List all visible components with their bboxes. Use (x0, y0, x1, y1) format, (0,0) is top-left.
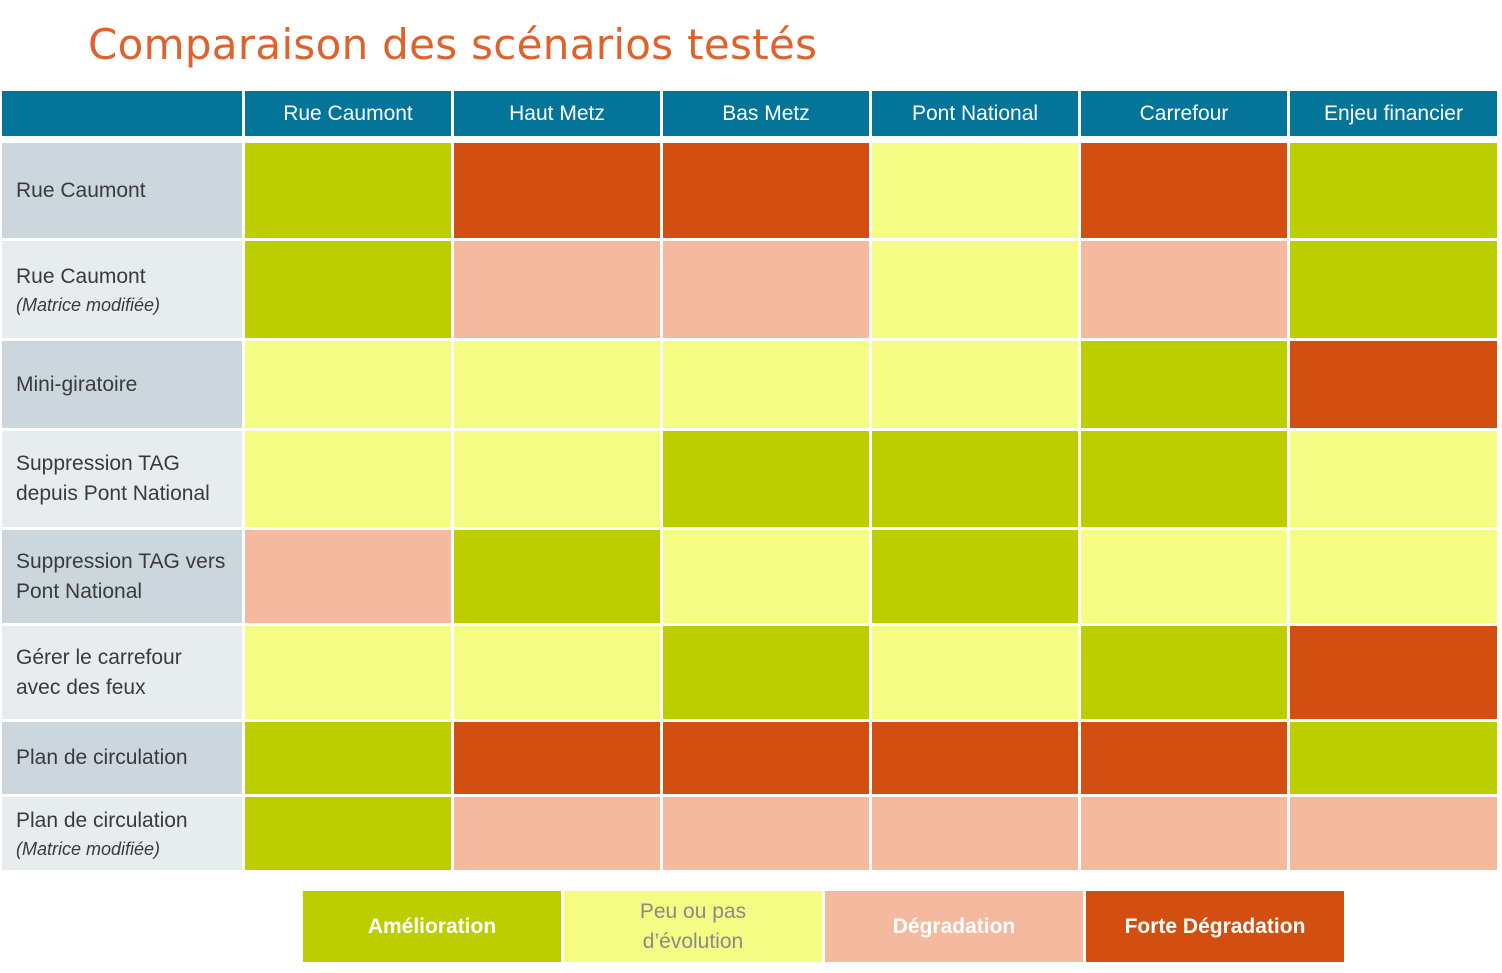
rating-cell-amelioration (872, 530, 1078, 623)
rating-cell-amelioration (872, 431, 1078, 527)
row-label: Rue Caumont (16, 178, 146, 202)
rating-cell-amelioration (1081, 626, 1287, 719)
legend-label: Amélioration (367, 914, 497, 938)
rating-cell-forte (454, 143, 660, 238)
legend-item-peu: Peu ou pas d’évolution (564, 891, 822, 962)
rating-cell-degradation (1081, 241, 1287, 338)
legend-label: Dégradation (892, 914, 1016, 938)
rating-cell-forte (663, 143, 869, 238)
row-label: Plan de circulation (16, 808, 188, 832)
rating-cell-amelioration (1081, 341, 1287, 428)
row-label: Mini-giratoire (16, 372, 138, 396)
row-label: Suppression TAG depuis Pont National (16, 452, 210, 505)
rating-cell-peu (872, 626, 1078, 719)
row-label-cell: Suppression TAG depuis Pont National (2, 431, 242, 527)
column-header: Carrefour (1081, 91, 1287, 136)
row-label-cell: Plan de circulation (2, 722, 242, 794)
rating-cell-peu (454, 341, 660, 428)
page-title: Comparaison des scénarios testés (88, 20, 818, 69)
legend-item-amelioration: Amélioration (303, 891, 561, 962)
row-label: Rue Caumont (16, 264, 146, 288)
rating-cell-peu (872, 143, 1078, 238)
column-header-label: Haut Metz (509, 101, 605, 125)
rating-cell-amelioration (1290, 241, 1497, 338)
legend-label: Peu ou pas d’évolution (639, 899, 747, 953)
rating-cell-degradation (1081, 797, 1287, 870)
rating-cell-amelioration (245, 241, 451, 338)
rating-cell-amelioration (663, 431, 869, 527)
rating-cell-degradation (454, 241, 660, 338)
legend-item-degradation: Dégradation (825, 891, 1083, 962)
rating-cell-forte (872, 722, 1078, 794)
rating-cell-amelioration (245, 143, 451, 238)
rating-cell-amelioration (245, 797, 451, 870)
rating-cell-peu (454, 431, 660, 527)
column-header: Pont National (872, 91, 1078, 136)
rating-cell-peu (1290, 530, 1497, 623)
rating-cell-degradation (663, 797, 869, 870)
row-sublabel: (Matrice modifiée) (16, 294, 161, 315)
legend-item-forte: Forte Dégradation (1086, 891, 1344, 962)
column-header: Bas Metz (663, 91, 869, 136)
rating-cell-degradation (872, 797, 1078, 870)
rating-cell-peu (245, 626, 451, 719)
column-header: Haut Metz (454, 91, 660, 136)
rating-cell-peu (1290, 431, 1497, 527)
rating-cell-peu (245, 341, 451, 428)
column-header-label: Rue Caumont (283, 101, 413, 125)
row-label-cell: Mini-giratoire (2, 341, 242, 428)
rating-cell-peu (663, 341, 869, 428)
rating-cell-forte (1290, 626, 1497, 719)
rating-cell-amelioration (1290, 722, 1497, 794)
row-label: Gérer le carrefour avec des feux (16, 645, 182, 699)
header-corner-cell (2, 91, 242, 136)
row-label-cell: Rue Caumont (Matrice modifiée) (2, 241, 242, 338)
rating-cell-peu (454, 626, 660, 719)
rating-cell-amelioration (454, 530, 660, 623)
rating-cell-forte (1290, 341, 1497, 428)
rating-cell-peu (872, 341, 1078, 428)
rating-cell-forte (454, 722, 660, 794)
rating-cell-amelioration (1081, 431, 1287, 527)
rating-cell-amelioration (663, 626, 869, 719)
row-label-cell: Rue Caumont (2, 143, 242, 238)
rating-cell-forte (1081, 722, 1287, 794)
rating-cell-forte (1081, 143, 1287, 238)
rating-cell-amelioration (1290, 143, 1497, 238)
rating-cell-peu (245, 431, 451, 527)
row-label-cell: Gérer le carrefour avec des feux (2, 626, 242, 719)
rating-cell-forte (663, 722, 869, 794)
row-label: Suppression TAG vers Pont National (16, 549, 226, 603)
column-header: Enjeu financier (1290, 91, 1497, 136)
legend-label: Forte Dégradation (1124, 914, 1306, 938)
row-label-cell: Suppression TAG vers Pont National (2, 530, 242, 623)
column-header-label: Pont National (911, 101, 1039, 125)
rating-cell-degradation (454, 797, 660, 870)
rating-cell-peu (872, 241, 1078, 338)
row-label: Plan de circulation (16, 746, 188, 769)
rating-cell-amelioration (245, 722, 451, 794)
column-header-label: Carrefour (1139, 101, 1229, 125)
rating-cell-degradation (245, 530, 451, 623)
rating-cell-peu (663, 530, 869, 623)
rating-cell-peu (1081, 530, 1287, 623)
row-sublabel: (Matrice modifiée) (16, 838, 161, 859)
column-header-label: Enjeu financier (1324, 101, 1463, 125)
rating-cell-degradation (1290, 797, 1497, 870)
row-label-cell: Plan de circulation (Matrice modifiée) (2, 797, 242, 870)
column-header-label: Bas Metz (722, 101, 810, 125)
column-header: Rue Caumont (245, 91, 451, 136)
rating-cell-degradation (663, 241, 869, 338)
